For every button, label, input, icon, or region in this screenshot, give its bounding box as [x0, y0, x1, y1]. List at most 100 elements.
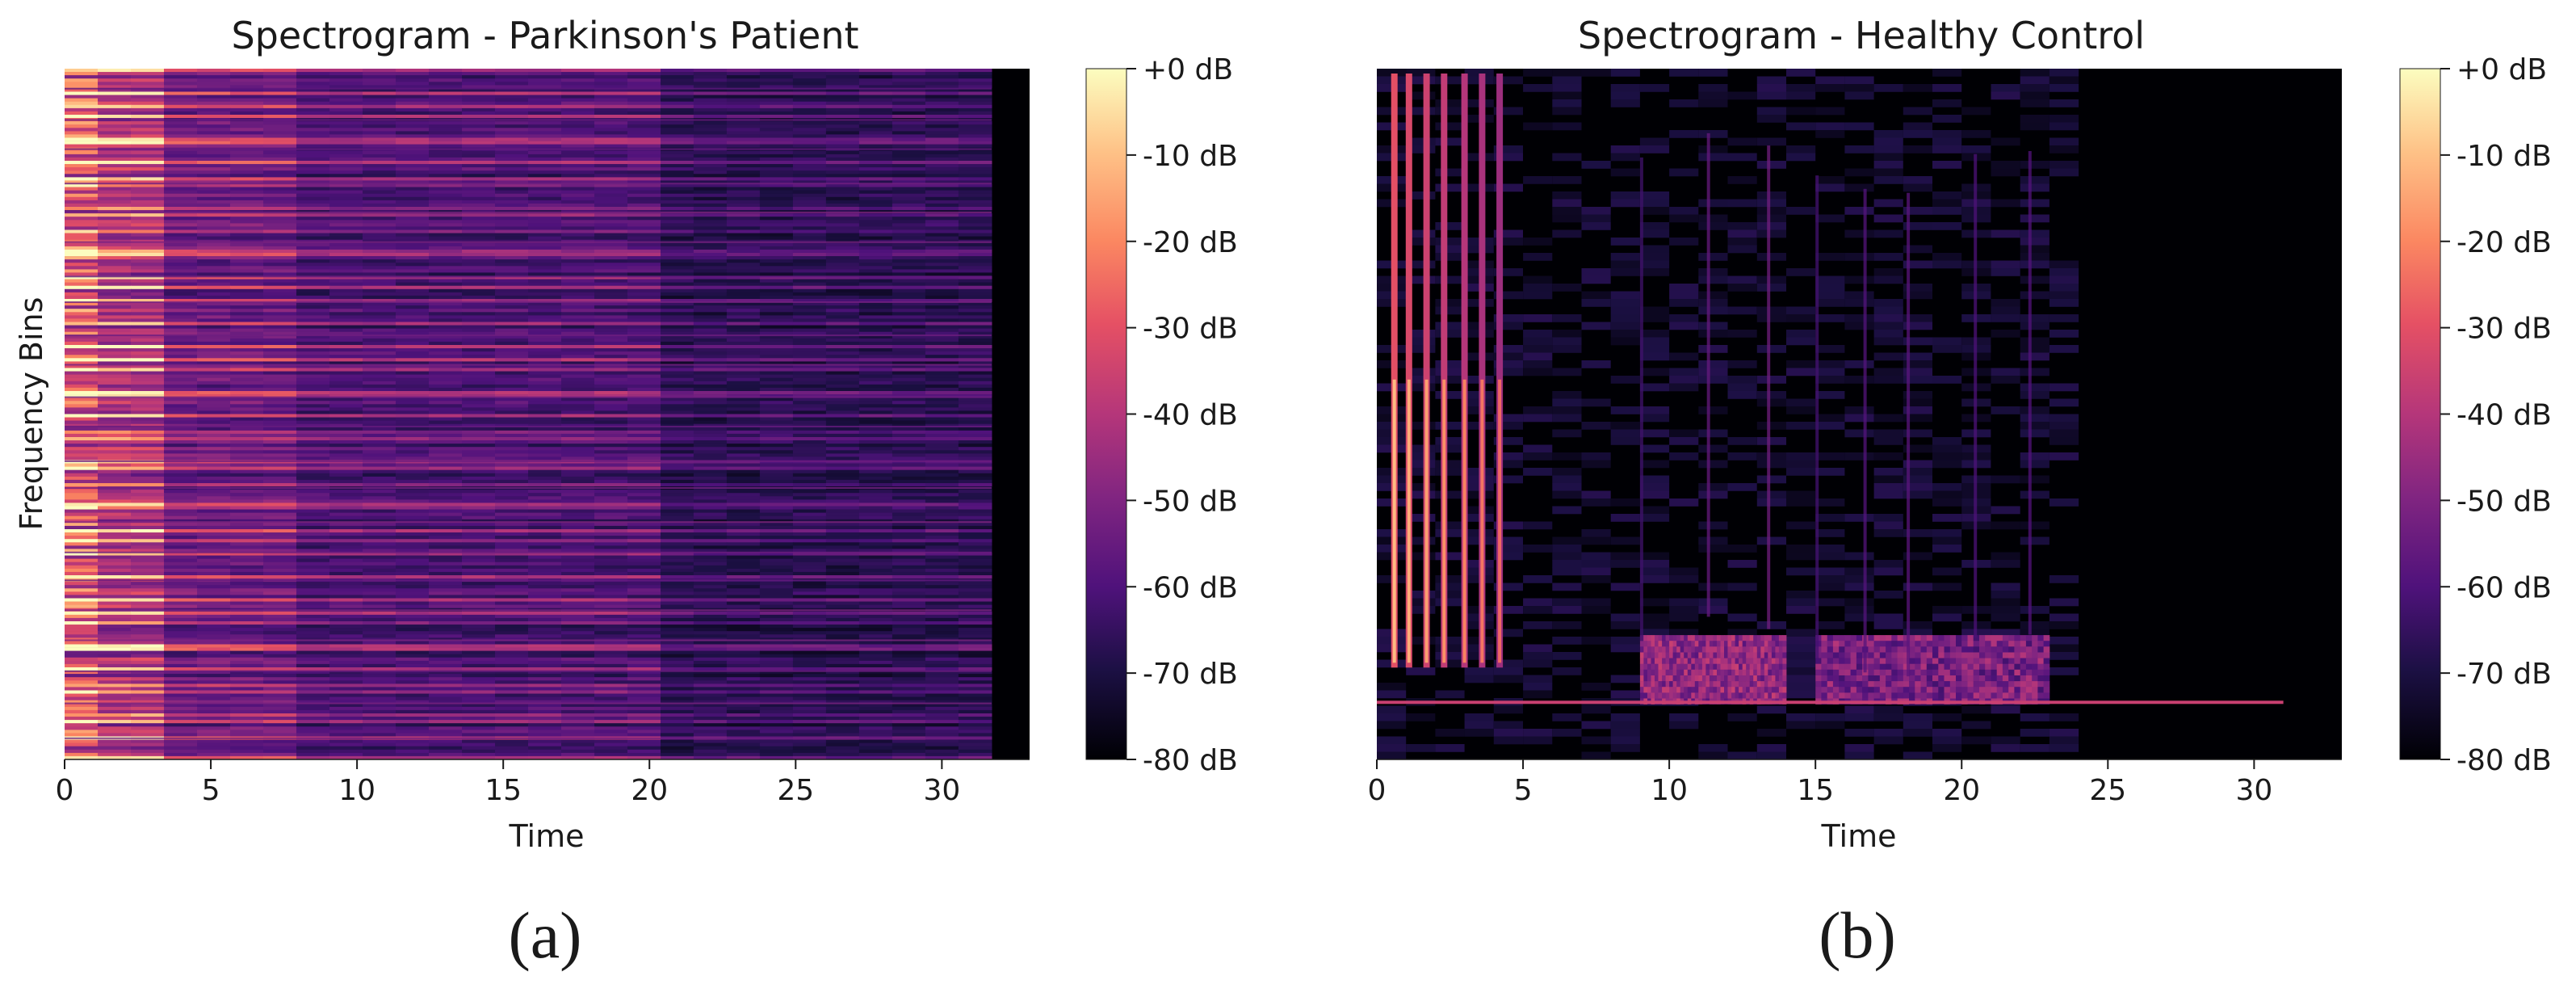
spectrogram-cell	[164, 170, 198, 175]
spectrogram-cell	[230, 91, 264, 95]
spectrogram-cell	[528, 272, 562, 276]
spectrogram-cell	[661, 417, 694, 421]
spectrogram-cell	[925, 98, 959, 102]
spectrogram-cell	[825, 427, 860, 431]
spectrogram-cell	[594, 496, 628, 500]
spectrogram-cell	[925, 170, 959, 175]
spectrogram-cell	[98, 529, 132, 533]
spectrogram-cell	[462, 183, 496, 187]
spectrogram-cell	[396, 249, 430, 254]
spectrogram-cell	[825, 404, 860, 408]
spectrogram-cell	[892, 170, 926, 175]
spectrogram-cell	[230, 410, 264, 414]
spectrogram-cell	[792, 236, 827, 240]
spectrogram-cell	[693, 542, 728, 546]
spectrogram-cell	[958, 634, 992, 638]
spectrogram-cell	[296, 522, 330, 527]
spectrogram-cell	[462, 203, 496, 208]
spectrogram-cell	[263, 499, 297, 503]
spectrogram-cell	[230, 525, 264, 530]
spectrogram-cell	[958, 299, 992, 303]
spectrogram-cell	[329, 95, 363, 99]
spectrogram-cell	[627, 591, 661, 595]
spectrogram-cell	[230, 473, 264, 477]
spectrogram-cell	[396, 137, 430, 141]
spectrogram-cell	[263, 229, 297, 233]
spectrogram-cell	[131, 325, 165, 329]
spectrogram-cell	[627, 364, 661, 368]
spectrogram-cell	[925, 631, 959, 635]
spectrogram-cell	[661, 542, 694, 546]
spectrogram-cell	[726, 536, 761, 540]
spectrogram-cell	[296, 190, 330, 194]
spectrogram-cell	[462, 72, 496, 76]
spectrogram-cell	[329, 601, 363, 605]
spectrogram-cell	[627, 75, 661, 79]
spectrogram-cell	[693, 591, 728, 595]
spectrogram-cell	[925, 410, 959, 414]
spectrogram-cell	[594, 351, 628, 355]
spectrogram-cell	[230, 348, 264, 352]
spectrogram-cell	[396, 463, 430, 467]
spectrogram-cell	[661, 131, 694, 135]
spectrogram-cell	[495, 196, 529, 201]
spectrogram-cell	[164, 404, 198, 408]
spectrogram-cell	[296, 101, 330, 106]
spectrogram-cell	[429, 476, 463, 481]
spectrogram-cell	[528, 453, 562, 457]
spectrogram-cell	[197, 299, 231, 303]
spectrogram-cell	[925, 328, 959, 332]
spectrogram-cell	[528, 466, 562, 470]
spectrogram-cell	[594, 170, 628, 175]
spectrogram-cell	[230, 131, 264, 135]
spectrogram-cell	[197, 588, 231, 592]
spectrogram-cell	[462, 558, 496, 562]
spectrogram-cell	[429, 236, 463, 240]
spectrogram-cell	[98, 315, 132, 319]
spectrogram-cell	[263, 196, 297, 201]
spectrogram-cell	[429, 256, 463, 260]
spectrogram-cell	[329, 473, 363, 477]
spectrogram-cell	[263, 453, 297, 457]
spectrogram-cell	[495, 437, 529, 441]
spectrogram-cell	[661, 223, 694, 227]
spectrogram-cell	[561, 604, 595, 608]
spectrogram-cell	[561, 628, 595, 632]
spectrogram-cell	[594, 558, 628, 562]
spectrogram-cell	[65, 220, 99, 224]
spectrogram-cell	[825, 552, 860, 556]
spectrogram-cell	[594, 536, 628, 540]
spectrogram-cell	[925, 650, 959, 654]
spectrogram-cell	[98, 456, 132, 461]
spectrogram-cell	[792, 585, 827, 589]
spectrogram-cell	[925, 187, 959, 191]
spectrogram-cell	[98, 95, 132, 99]
spectrogram-cell	[197, 348, 231, 352]
spectrogram-cell	[858, 170, 893, 175]
spectrogram-cell	[627, 226, 661, 230]
spectrogram-cell	[892, 473, 926, 477]
spectrogram-cell	[230, 253, 264, 257]
spectrogram-cell	[627, 450, 661, 454]
spectrogram-cell	[693, 476, 728, 481]
spectrogram-cell	[131, 614, 165, 619]
spectrogram-cell	[858, 200, 893, 204]
spectrogram-cell	[759, 506, 794, 510]
spectrogram-cell	[892, 391, 926, 395]
spectrogram-cell	[131, 466, 165, 470]
spectrogram-cell	[759, 407, 794, 411]
spectrogram-cell	[726, 621, 761, 625]
spectrogram-cell	[296, 473, 330, 477]
spectrogram-cell	[726, 331, 761, 336]
spectrogram-cell	[925, 220, 959, 224]
spectrogram-cell	[429, 85, 463, 89]
spectrogram-cell	[98, 509, 132, 513]
spectrogram-cell	[825, 522, 860, 527]
spectrogram-cell	[429, 180, 463, 184]
spectrogram-cell	[661, 585, 694, 589]
spectrogram-cell	[925, 312, 959, 316]
spectrogram-cell	[296, 157, 330, 162]
spectrogram-cell	[65, 433, 99, 438]
spectrogram-cell	[627, 499, 661, 503]
spectrogram-cell	[561, 595, 595, 599]
